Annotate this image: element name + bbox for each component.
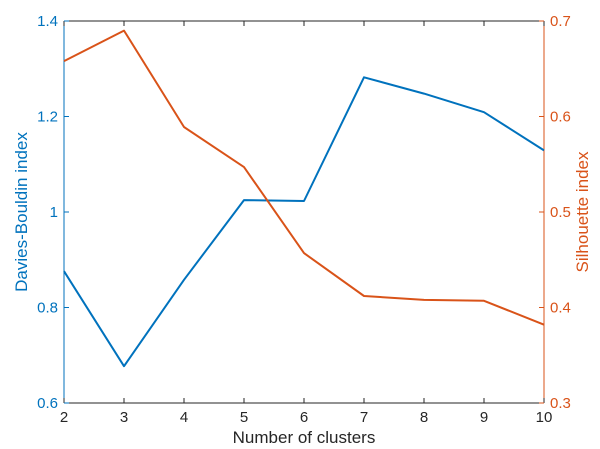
right-y-axis-title: Silhouette index	[573, 151, 592, 272]
x-tick-label: 9	[480, 409, 488, 426]
right-y-tick-label: 0.6	[550, 109, 571, 126]
left-y-axis-title: Davies-Bouldin index	[12, 132, 31, 292]
left-y-tick-label: 1.4	[37, 13, 58, 30]
ticks-layer: 2 3 4 5 6 7 8 9 10 0.6 0.8 1 1.2 1.4 0.3 0.4 0.5 0.6 0.7	[37, 13, 571, 426]
axes-frame	[63, 20, 545, 404]
x-tick-label: 5	[240, 409, 248, 426]
right-y-tick-label: 0.5	[550, 204, 571, 221]
left-y-tick-label: 0.6	[37, 395, 58, 412]
silhouette-series-line	[63, 29, 545, 326]
x-tick-label: 4	[180, 409, 188, 426]
davies-bouldin-series-line	[63, 76, 545, 368]
series-layer	[63, 29, 545, 368]
x-tick-label: 7	[360, 409, 368, 426]
right-y-tick-label: 0.7	[550, 13, 571, 30]
x-tick-label: 2	[60, 409, 68, 426]
x-tick-label: 3	[120, 409, 128, 426]
right-y-tick-label: 0.4	[550, 300, 571, 317]
x-axis-title: Number of clusters	[233, 428, 376, 447]
x-tick-label: 8	[420, 409, 428, 426]
left-y-tick-label: 0.8	[37, 300, 58, 317]
left-y-tick-label: 1	[50, 204, 58, 221]
left-y-tick-label: 1.2	[37, 109, 58, 126]
x-tick-label: 10	[536, 409, 553, 426]
x-tick-label: 6	[300, 409, 308, 426]
right-y-tick-label: 0.3	[550, 395, 571, 412]
